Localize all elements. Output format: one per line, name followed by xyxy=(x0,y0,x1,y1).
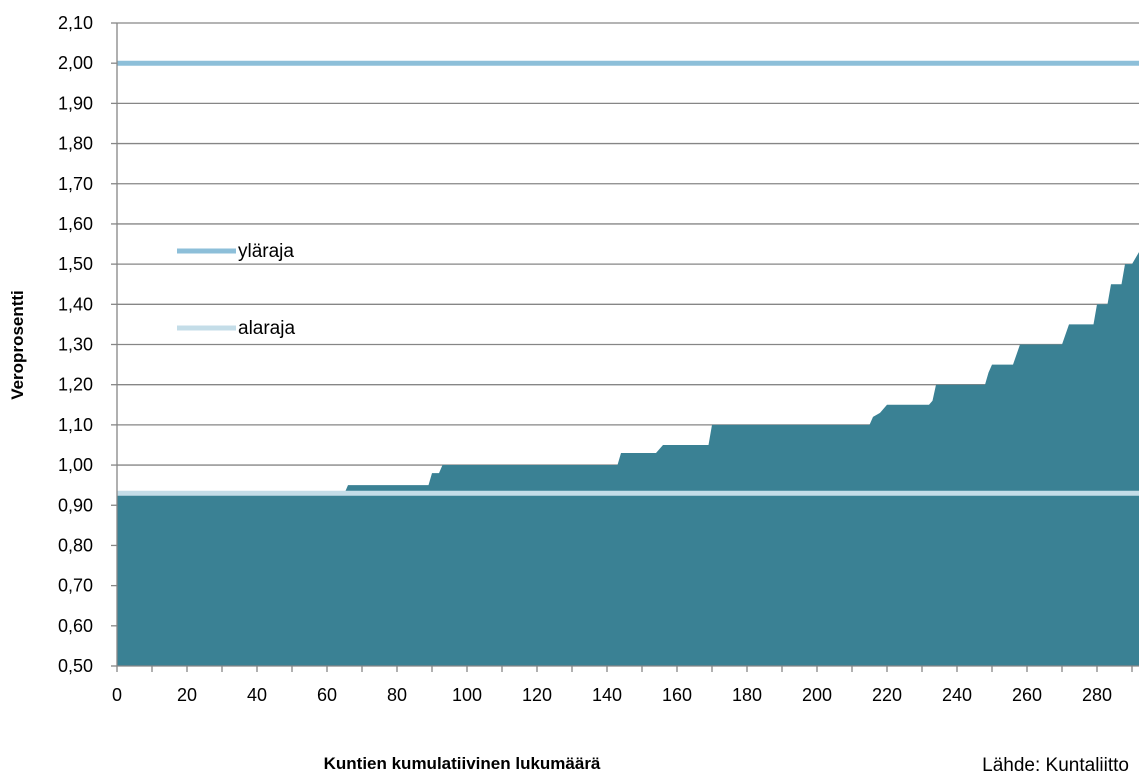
x-tick-label: 240 xyxy=(942,685,972,705)
y-tick-label: 0,90 xyxy=(58,495,93,515)
x-tick-label: 200 xyxy=(802,685,832,705)
y-tick-label: 1,60 xyxy=(58,214,93,234)
y-tick-label: 1,70 xyxy=(58,174,93,194)
y-tick-label: 1,90 xyxy=(58,93,93,113)
y-tick-label: 1,80 xyxy=(58,134,93,154)
x-tick-label: 160 xyxy=(662,685,692,705)
y-tick-label: 2,10 xyxy=(58,13,93,33)
x-tick-label: 100 xyxy=(452,685,482,705)
y-tick-label: 2,00 xyxy=(58,53,93,73)
y-tick-label: 0,70 xyxy=(58,576,93,596)
y-tick-label: 0,80 xyxy=(58,535,93,555)
y-tick-label: 0,60 xyxy=(58,616,93,636)
x-tick-label: 20 xyxy=(177,685,197,705)
y-tick-label: 1,40 xyxy=(58,294,93,314)
x-tick-label: 60 xyxy=(317,685,337,705)
x-tick-label: 180 xyxy=(732,685,762,705)
legend: yläraja alaraja xyxy=(177,241,295,339)
legend-label-alaraja: alaraja xyxy=(238,318,295,339)
x-tick-label: 0 xyxy=(112,685,122,705)
source-note: Lähde: Kuntaliitto xyxy=(982,755,1129,776)
area-series xyxy=(117,252,1139,666)
legend-label-ylaraja: yläraja xyxy=(238,241,294,262)
x-tick-label: 140 xyxy=(592,685,622,705)
x-tick-label: 40 xyxy=(247,685,267,705)
y-tick-label: 1,20 xyxy=(58,375,93,395)
x-tick-label: 220 xyxy=(872,685,902,705)
x-tick-label: 280 xyxy=(1082,685,1112,705)
x-tick-label: 120 xyxy=(522,685,552,705)
limit-lines-layer xyxy=(117,60,1139,496)
y-tick-label: 1,10 xyxy=(58,415,93,435)
x-tick-label: 80 xyxy=(387,685,407,705)
y-axis-title: Veroprosentti xyxy=(8,290,27,400)
y-tick-label: 1,30 xyxy=(58,335,93,355)
x-tick-label: 260 xyxy=(1012,685,1042,705)
y-tick-label: 1,50 xyxy=(58,254,93,274)
x-axis-title: Kuntien kumulatiivinen lukumäärä xyxy=(324,754,601,773)
y-tick-label: 0,50 xyxy=(58,656,93,676)
area-layer xyxy=(117,252,1139,666)
y-tick-label: 1,00 xyxy=(58,455,93,475)
axes-layer: 0,50 0,60 0,70 0,80 0,90 1,00 1,10 1,20 1,30 1,40… xyxy=(58,13,1139,705)
